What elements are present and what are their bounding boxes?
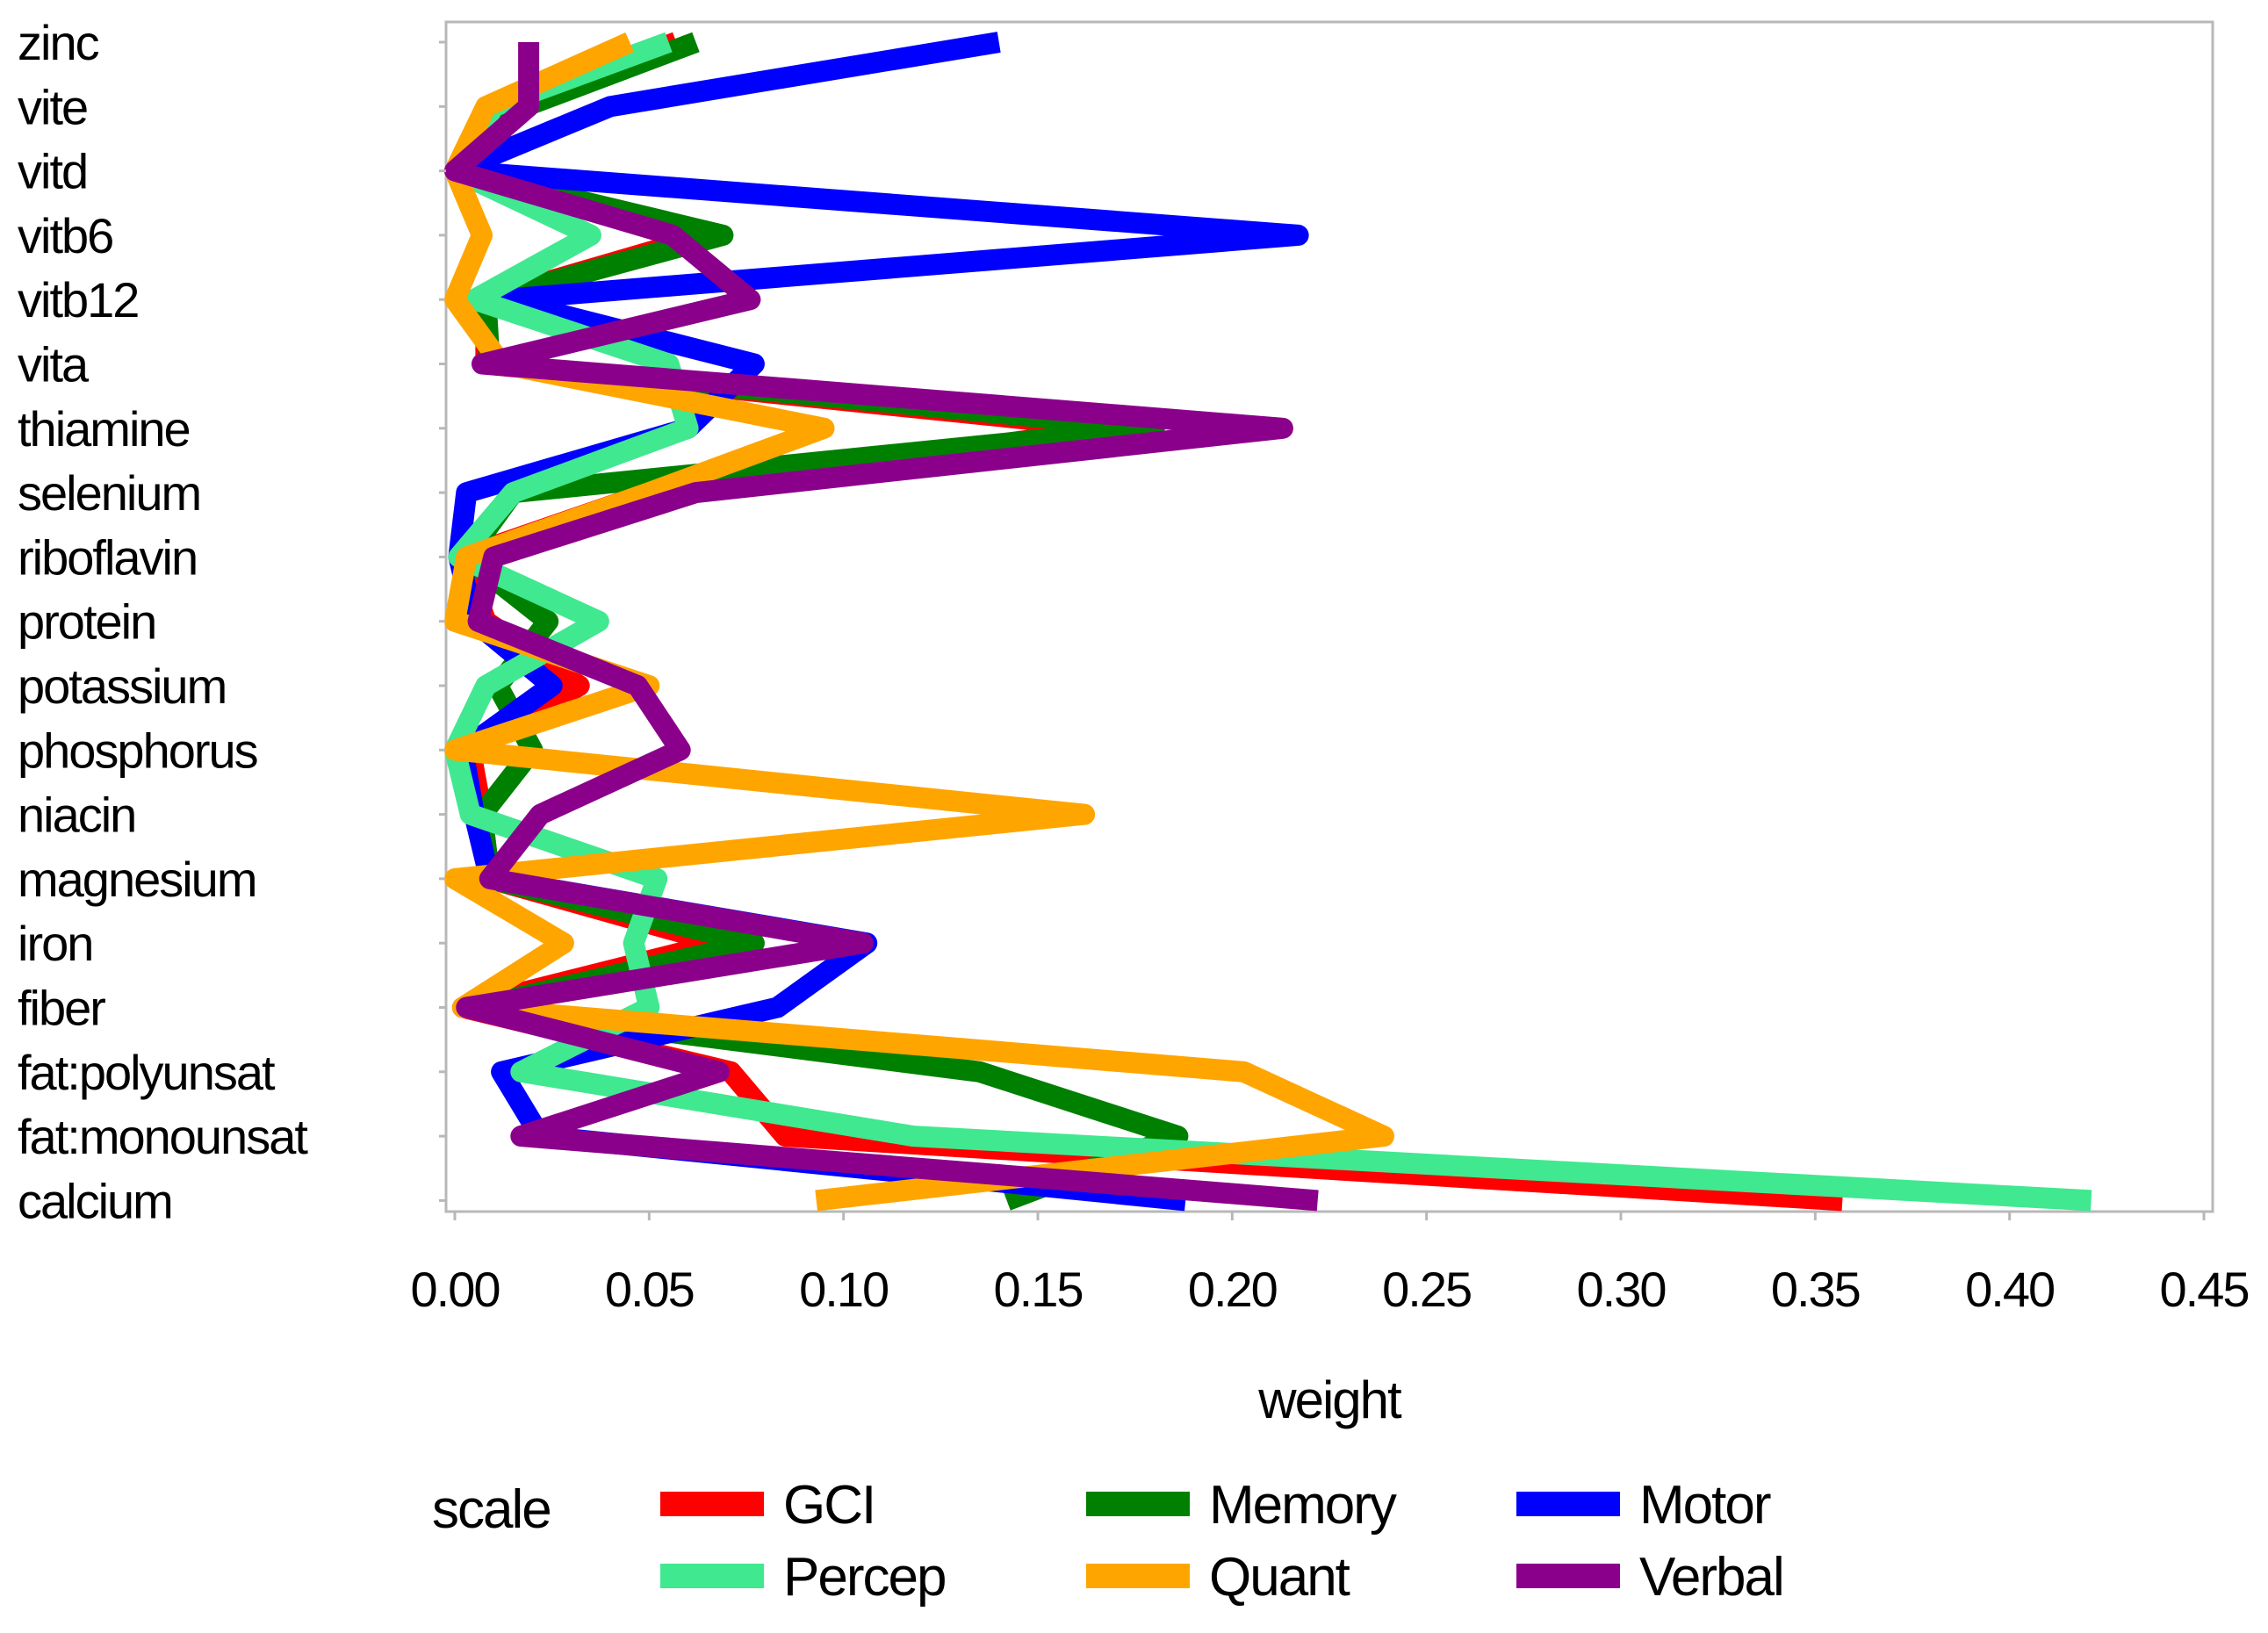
legend-swatch-quant [1086, 1564, 1190, 1588]
legend-label-quant: Quant [1209, 1547, 1350, 1608]
y-tick-label-vitb6: vitb6 [18, 208, 112, 263]
x-tick-label-0.45: 0.45 [2160, 1262, 2249, 1317]
legend-label-motor: Motor [1639, 1475, 1771, 1536]
y-tick-label-fat:monounsat: fat:monounsat [18, 1109, 308, 1164]
y-tick-label-selenium: selenium [18, 465, 200, 521]
legend-swatch-memory [1086, 1492, 1190, 1516]
x-tick-label-0.25: 0.25 [1382, 1262, 1471, 1317]
x-axis-title: weight [1257, 1370, 1402, 1429]
y-tick-label-vita: vita [18, 337, 90, 392]
legend-title: scale [432, 1479, 551, 1540]
legend-swatch-gci [660, 1492, 764, 1516]
x-tick-label-0.15: 0.15 [994, 1262, 1083, 1317]
y-tick-label-fiber: fiber [18, 981, 105, 1036]
x-tick-label-0.20: 0.20 [1188, 1262, 1277, 1317]
legend-label-verbal: Verbal [1639, 1547, 1783, 1608]
y-tick-label-vitb12: vitb12 [18, 272, 138, 327]
legend-swatch-percep [660, 1564, 764, 1588]
y-tick-label-vitd: vitd [18, 144, 87, 199]
y-tick-label-iron: iron [18, 916, 92, 971]
series-line-verbal [444, 42, 1319, 1212]
y-tick-label-niacin: niacin [18, 788, 135, 843]
y-tick-label-vite: vite [18, 79, 87, 134]
y-tick-label-thiamine: thiamine [18, 401, 190, 457]
x-tick-label-0.30: 0.30 [1577, 1262, 1666, 1317]
x-tick-label-0.05: 0.05 [605, 1262, 694, 1317]
x-tick-label-0.40: 0.40 [1965, 1262, 2054, 1317]
legend: scale GCI Memory Motor Percep Quant Verbal [432, 1475, 1785, 1608]
legend-swatch-motor [1516, 1492, 1620, 1516]
y-tick-label-protein: protein [18, 594, 155, 650]
x-tick-label-0.00: 0.00 [411, 1262, 500, 1317]
y-tick-label-magnesium: magnesium [18, 852, 256, 907]
y-axis: zinc vite vitd vitb6 vitb12 vita thiamine selen… [18, 15, 446, 1228]
y-tick-label-potassium: potassium [18, 658, 226, 714]
legend-label-gci: GCI [783, 1475, 875, 1536]
series-layer [444, 32, 2092, 1212]
legend-swatch-verbal [1516, 1564, 1620, 1588]
x-tick-label-0.35: 0.35 [1771, 1262, 1860, 1317]
y-tick-label-riboflavin: riboflavin [18, 529, 197, 585]
y-tick-label-calcium: calcium [18, 1173, 172, 1228]
series-line-percep [444, 32, 2092, 1212]
y-tick-label-zinc: zinc [18, 15, 99, 70]
x-axis: 0.00 0.05 0.10 0.15 0.20 0.25 0.30 0.35 0.40 0.45 [411, 1212, 2250, 1317]
y-tick-label-fat:polyunsat: fat:polyunsat [18, 1045, 276, 1100]
x-tick-label-0.10: 0.10 [799, 1262, 888, 1317]
legend-label-memory: Memory [1209, 1475, 1397, 1536]
legend-label-percep: Percep [783, 1547, 945, 1608]
y-tick-label-phosphorus: phosphorus [18, 723, 257, 778]
